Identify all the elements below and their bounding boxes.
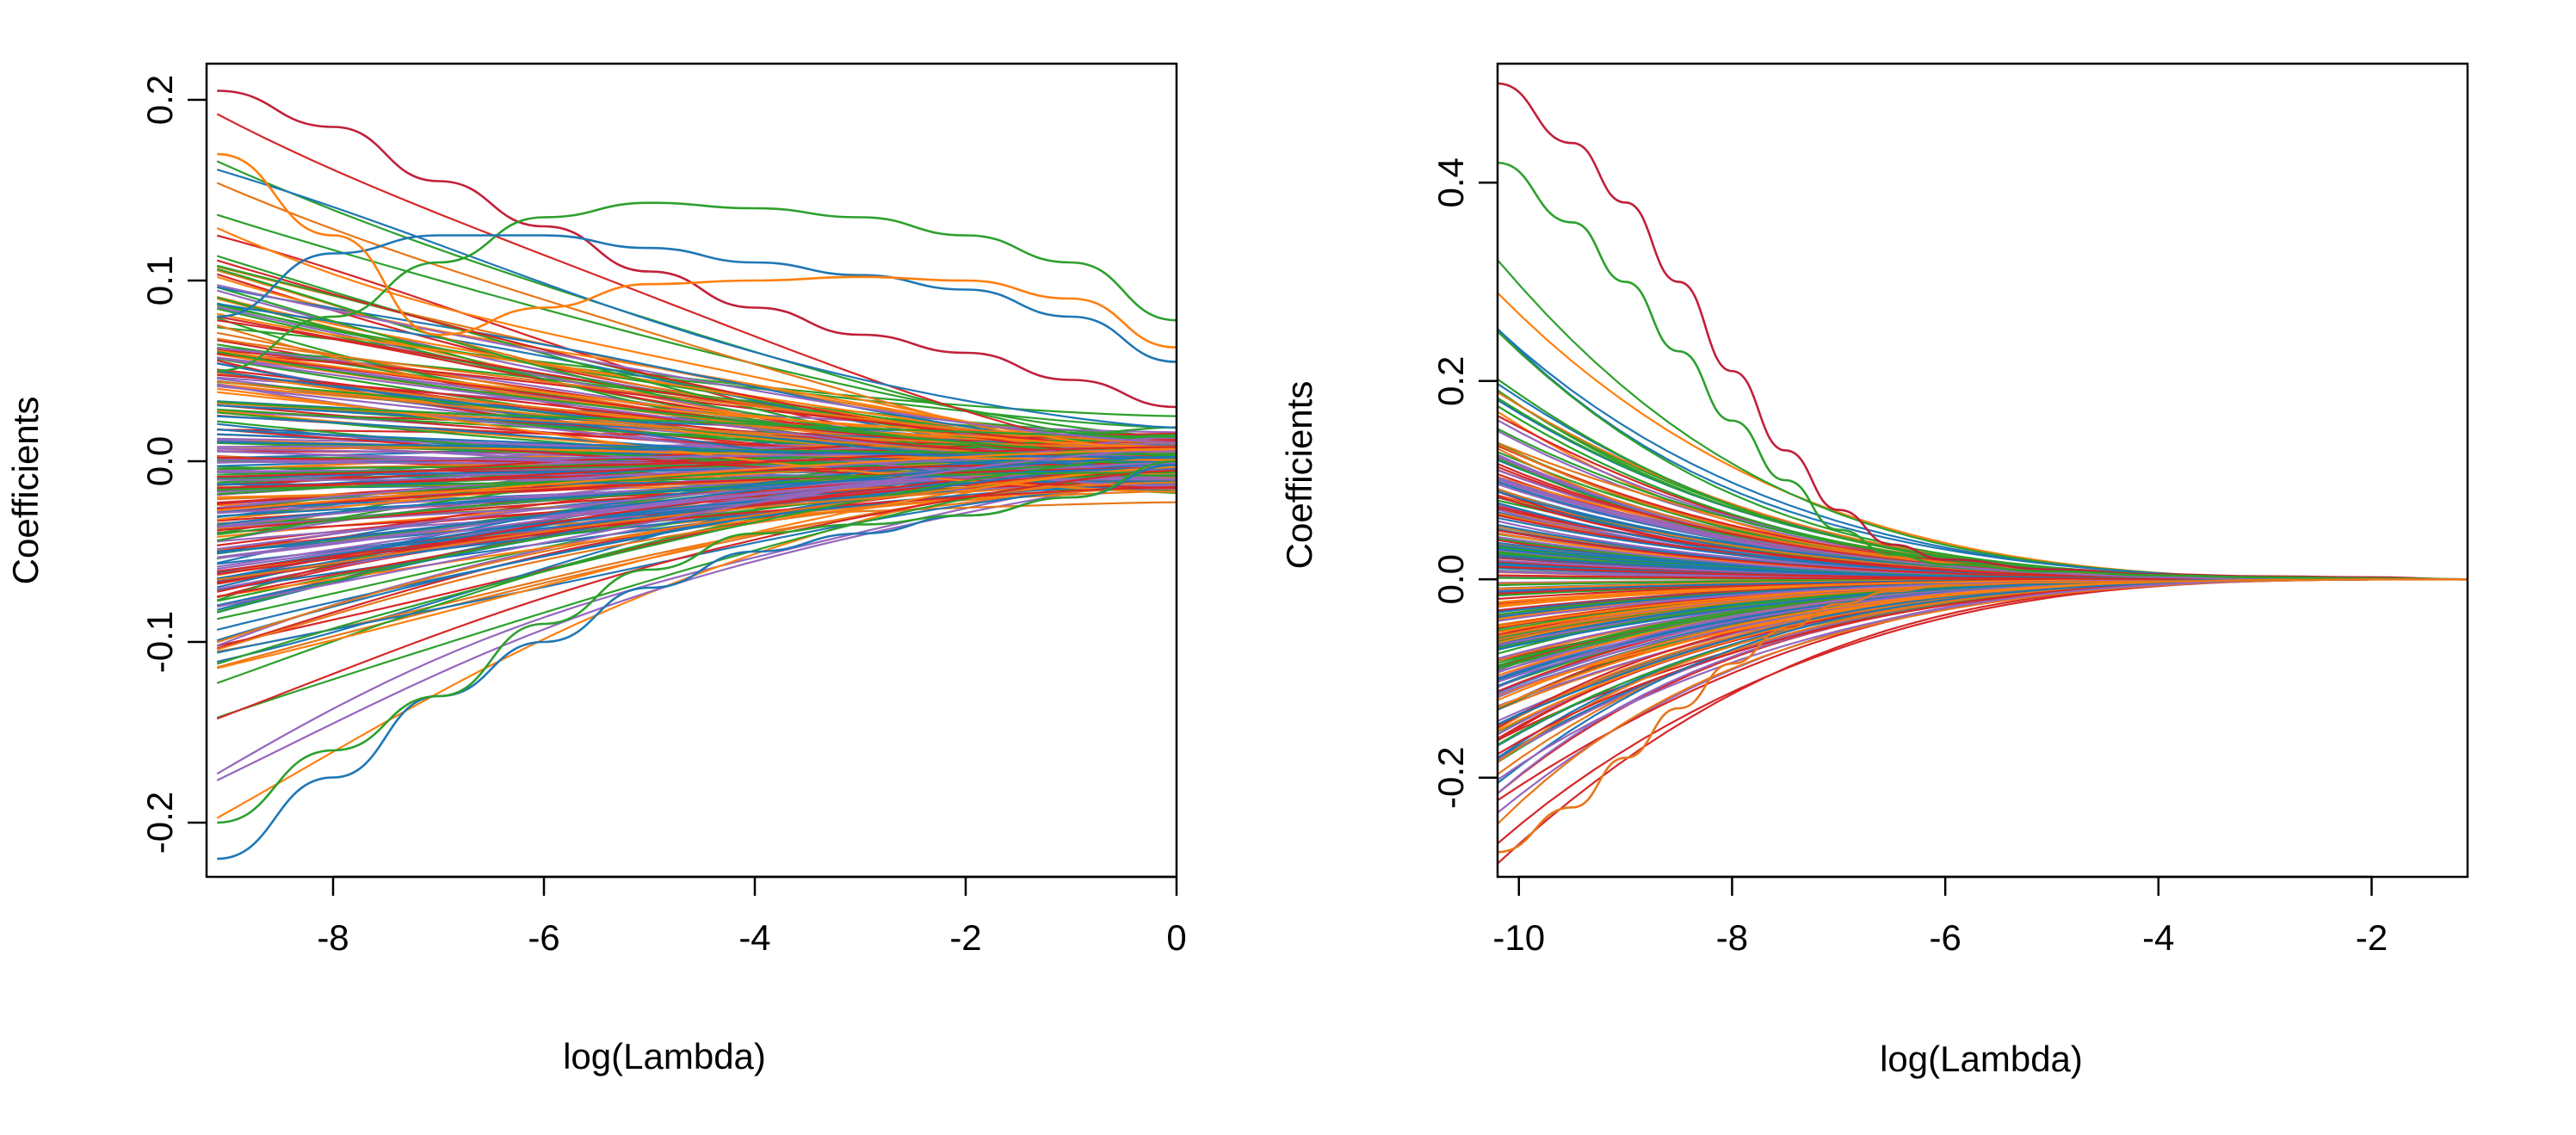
x-tick-label: -2	[949, 917, 981, 958]
coefficient-path	[216, 477, 1177, 651]
y-tick-label: 0.4	[1430, 157, 1471, 207]
coefficient-paths-right	[1498, 82, 2468, 865]
coefficient-path	[216, 447, 1177, 608]
y-axis-right: -0.2 0.0 0.2 0.4	[1430, 157, 1498, 809]
coefficient-path	[217, 460, 1177, 536]
coefficient-path	[217, 400, 1177, 438]
x-tick-label: -6	[1929, 917, 1961, 958]
highlighted-coefficient-path	[217, 460, 1177, 824]
coefficient-path	[216, 466, 1177, 669]
coefficient-path	[217, 466, 1177, 510]
coefficient-path	[217, 350, 1177, 457]
highlighted-coefficient-path	[1498, 577, 2468, 854]
coefficient-path	[217, 455, 1177, 554]
y-axis-label-right: Coefficients	[1279, 381, 1319, 570]
coefficient-paths-left	[216, 89, 1177, 861]
y-tick-label: 0.0	[1430, 554, 1471, 604]
chart-panel-right: -10 -8 -6 -4 -2 -0.2 0.0 0.2 0.4 log(Lambda) Co…	[1279, 62, 2469, 1079]
x-axis-label-right: log(Lambda)	[1880, 1039, 2083, 1079]
coefficient-path	[216, 466, 1177, 644]
y-tick-label: 0.1	[139, 256, 180, 305]
x-axis-right: -10 -8 -6 -4 -2	[1492, 875, 2388, 958]
coefficient-path	[216, 469, 1177, 720]
coefficient-path	[217, 467, 1177, 517]
x-tick-label: -8	[1716, 917, 1748, 958]
coefficient-path	[216, 160, 1177, 448]
coefficient-path	[216, 182, 1177, 460]
chart-panel-left: -8 -6 -4 -2 0 -0.2-0.10.00.10.2 log(Lambda) …	[5, 62, 1187, 1076]
x-axis-left: -8 -6 -4 -2 0	[317, 875, 1187, 958]
x-tick-label: -6	[528, 917, 559, 958]
coefficient-path	[217, 485, 1177, 572]
x-tick-label: -8	[317, 917, 349, 958]
coefficient-path	[217, 446, 1177, 491]
coefficient-path	[217, 448, 1177, 512]
highlighted-coefficient-path	[217, 234, 1177, 363]
y-tick-label: -0.2	[139, 792, 180, 854]
y-tick-label: -0.2	[1430, 747, 1471, 809]
y-axis-left: -0.2 -0.1 0.0 0.1 0.2	[139, 75, 207, 854]
coefficient-path	[216, 169, 1177, 429]
y-tick-label: -0.1	[139, 611, 180, 673]
coefficient-path	[217, 468, 1177, 559]
coefficient-path	[217, 441, 1177, 459]
highlighted-coefficient-path	[217, 89, 1177, 409]
coefficient-path	[217, 349, 1177, 449]
highlighted-coefficient-path	[217, 152, 1177, 349]
x-tick-label: -4	[2142, 917, 2174, 958]
x-tick-label: 0	[1166, 917, 1186, 958]
coefficient-path	[216, 259, 1177, 460]
highlighted-coefficient-path	[1498, 161, 2468, 581]
coefficient-path	[216, 213, 1177, 438]
x-axis-label-left: log(Lambda)	[563, 1036, 766, 1076]
x-tick-label: -4	[738, 917, 770, 958]
y-axis-label-left: Coefficients	[5, 397, 46, 585]
y-tick-label: 0.2	[139, 75, 180, 125]
coefficient-path	[216, 315, 1177, 450]
coefficient-path	[217, 471, 1177, 491]
x-tick-label: -10	[1492, 917, 1545, 958]
coefficient-path	[216, 113, 1177, 458]
coefficient-path	[217, 352, 1177, 458]
highlighted-coefficient-path	[217, 201, 1177, 373]
coefficient-path	[216, 226, 1177, 454]
coefficient-path	[216, 479, 1177, 781]
y-tick-label: 0.0	[139, 436, 180, 486]
coefficient-path	[216, 284, 1177, 444]
y-tick-label: 0.2	[1430, 356, 1471, 406]
x-tick-label: -2	[2356, 917, 2388, 958]
